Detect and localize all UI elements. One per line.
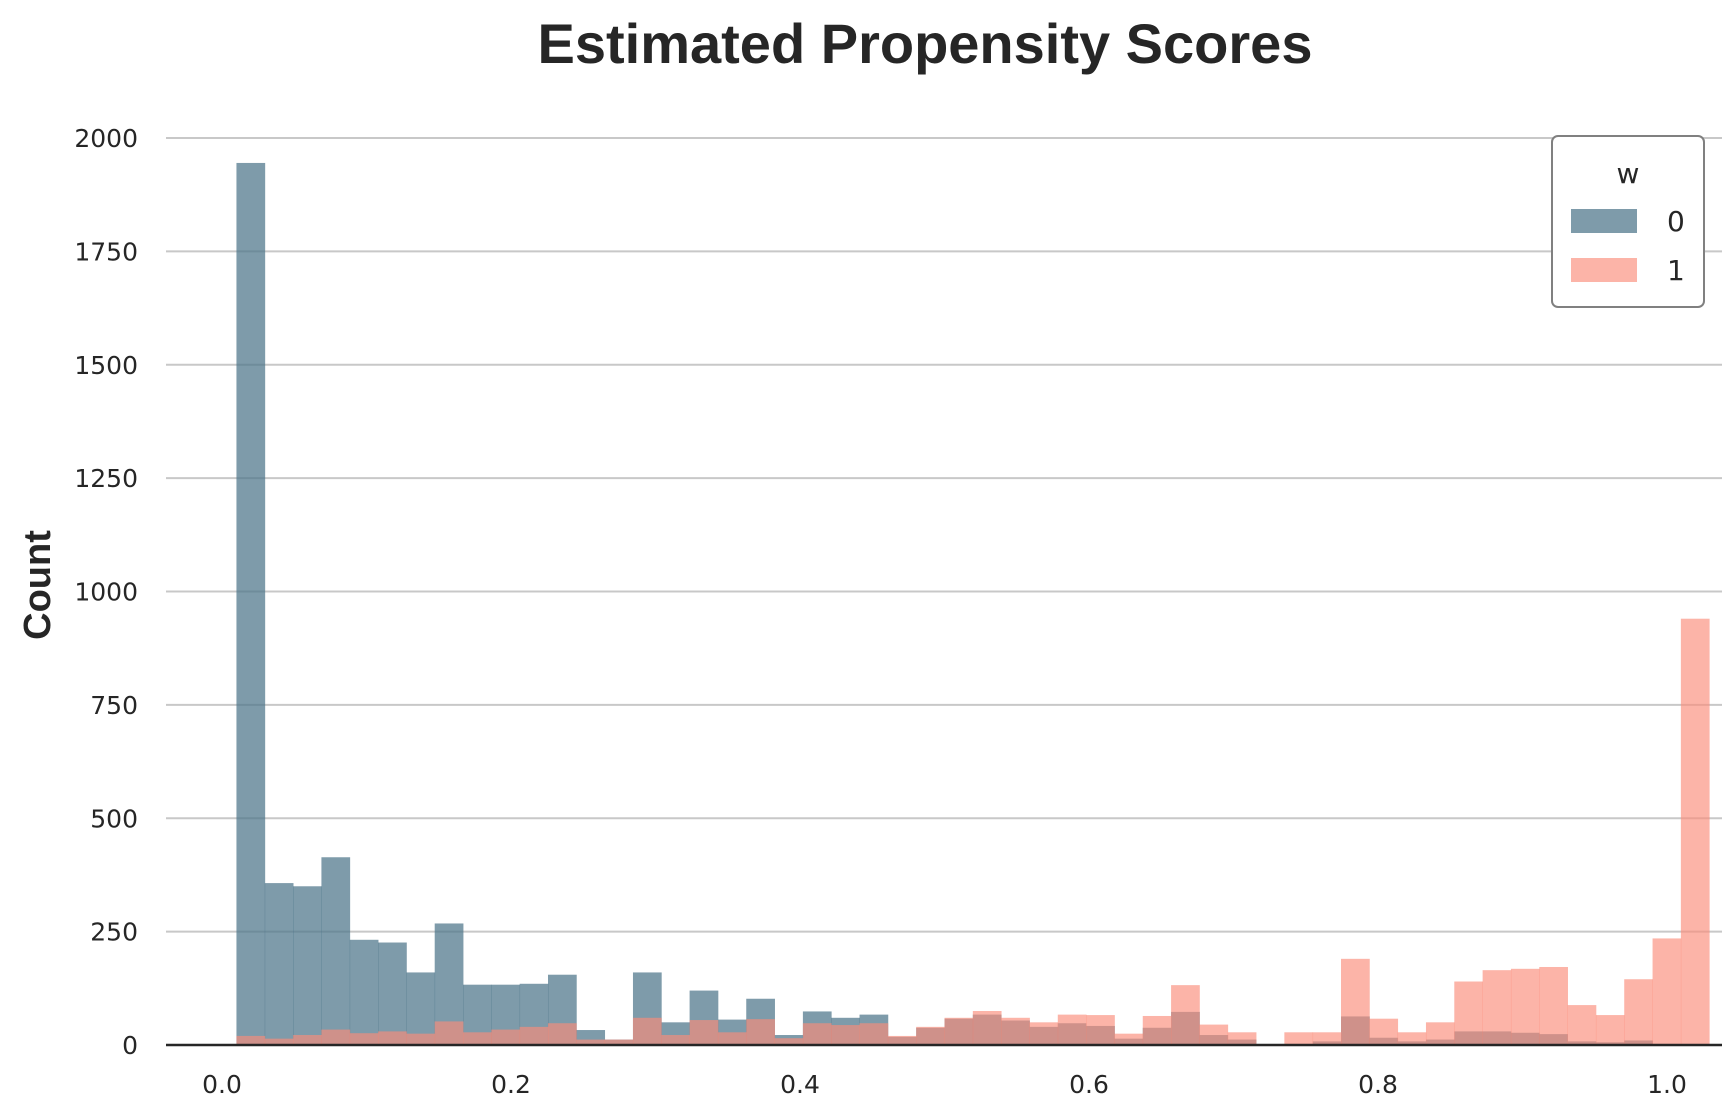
legend-swatch-0 bbox=[1571, 209, 1637, 233]
histogram-bar-series-1 bbox=[887, 1035, 917, 1045]
legend-title: w bbox=[1617, 157, 1640, 190]
y-tick-label: 2000 bbox=[74, 124, 138, 153]
histogram-bar-series-1 bbox=[406, 1033, 436, 1045]
histogram-bar-series-1 bbox=[1284, 1032, 1314, 1045]
histogram-bar-series-0 bbox=[293, 886, 322, 1045]
histogram-bar-series-1 bbox=[1652, 938, 1682, 1045]
y-tick-label: 500 bbox=[90, 804, 138, 833]
histogram-bar-series-1 bbox=[1454, 981, 1484, 1045]
histogram-bar-series-1 bbox=[1397, 1032, 1427, 1045]
y-tick-label: 750 bbox=[90, 691, 138, 720]
histogram-bar-series-1 bbox=[321, 1029, 351, 1045]
histogram-bar-series-1 bbox=[689, 1020, 719, 1045]
histogram-bar-series-1 bbox=[1482, 970, 1512, 1045]
chart-title: Estimated Propensity Scores bbox=[538, 12, 1313, 75]
histogram-bar-series-1 bbox=[774, 1038, 804, 1045]
histogram-bar-series-1 bbox=[1624, 979, 1653, 1045]
x-tick-label: 0.6 bbox=[1069, 1070, 1109, 1099]
histogram-bar-series-1 bbox=[378, 1031, 407, 1045]
histogram-bar-series-1 bbox=[1199, 1024, 1229, 1045]
histogram-bar-series-1 bbox=[1595, 1015, 1625, 1045]
x-tick-label: 1.0 bbox=[1647, 1070, 1687, 1099]
histogram-bar-series-1 bbox=[547, 1023, 577, 1045]
y-tick-label: 250 bbox=[90, 918, 138, 947]
histogram-bar-series-1 bbox=[236, 1035, 266, 1045]
histogram-bar-series-1 bbox=[1171, 985, 1200, 1045]
series-1-bars bbox=[236, 618, 1710, 1045]
histogram-bar-series-0 bbox=[236, 162, 266, 1045]
histogram-bar-series-1 bbox=[831, 1025, 860, 1045]
y-tick-label: 1500 bbox=[74, 351, 138, 380]
y-tick-label: 0 bbox=[122, 1031, 138, 1060]
y-tick-label: 1000 bbox=[74, 578, 138, 607]
histogram-bar-series-1 bbox=[1142, 1015, 1172, 1045]
y-gridlines bbox=[166, 137, 1722, 933]
histogram-bar-series-1 bbox=[859, 1023, 889, 1045]
y-axis-label: Count bbox=[17, 530, 59, 640]
histogram-bar-series-1 bbox=[264, 1038, 294, 1045]
histogram-bar-series-1 bbox=[1510, 968, 1540, 1045]
histogram-bar-series-1 bbox=[802, 1023, 832, 1045]
histogram-bar-series-1 bbox=[1425, 1022, 1455, 1045]
histogram-bar-series-1 bbox=[1057, 1014, 1087, 1045]
histogram-bar-series-0 bbox=[406, 972, 436, 1045]
histogram-bar-series-1 bbox=[604, 1039, 634, 1045]
histogram-bar-series-0 bbox=[264, 883, 294, 1045]
histogram-bar-series-0 bbox=[321, 857, 351, 1045]
x-tick-label: 0.2 bbox=[491, 1070, 531, 1099]
histogram-bar-series-1 bbox=[972, 1010, 1002, 1045]
histogram-bar-series-1 bbox=[349, 1033, 379, 1045]
histogram-bar-series-1 bbox=[1029, 1022, 1059, 1045]
histogram-bar-series-1 bbox=[746, 1019, 775, 1045]
histogram-bar-series-1 bbox=[1680, 618, 1710, 1045]
histogram-bar-series-1 bbox=[944, 1017, 974, 1045]
x-tick-labels: 0.0 0.2 0.4 0.6 0.8 1.0 bbox=[202, 1070, 1687, 1099]
histogram-bar-series-1 bbox=[1539, 966, 1568, 1045]
histogram-bar-series-1 bbox=[1312, 1032, 1342, 1045]
y-tick-labels: 0 250 500 750 1000 1250 1500 1750 2000 bbox=[74, 124, 138, 1060]
histogram-bar-series-1 bbox=[519, 1026, 549, 1045]
x-tick-label: 0.4 bbox=[780, 1070, 820, 1099]
legend-label-1: 1 bbox=[1667, 254, 1685, 287]
x-tick-label: 0.8 bbox=[1358, 1070, 1398, 1099]
histogram-bar-series-1 bbox=[463, 1032, 492, 1045]
legend-label-0: 0 bbox=[1667, 205, 1685, 238]
histogram-bar-series-1 bbox=[1567, 1005, 1597, 1045]
histogram-bar-series-1 bbox=[1086, 1015, 1115, 1045]
legend: w 0 1 bbox=[1551, 135, 1705, 308]
histogram-bar-series-1 bbox=[1369, 1018, 1399, 1045]
histogram-bar-series-1 bbox=[491, 1029, 521, 1045]
histogram-bar-series-1 bbox=[1114, 1033, 1144, 1045]
histogram-bar-series-1 bbox=[576, 1039, 606, 1045]
x-tick-label: 0.0 bbox=[202, 1070, 242, 1099]
histogram-bar-series-1 bbox=[717, 1032, 747, 1045]
histogram-bar-series-1 bbox=[434, 1021, 464, 1045]
histogram-bar-series-1 bbox=[293, 1035, 322, 1045]
series-0-bars bbox=[236, 162, 1653, 1045]
histogram-bar-series-1 bbox=[632, 1017, 662, 1045]
legend-swatch-1 bbox=[1571, 258, 1637, 282]
histogram-bar-series-1 bbox=[1227, 1032, 1257, 1045]
histogram-bar-series-0 bbox=[378, 942, 407, 1045]
y-tick-label: 1250 bbox=[74, 464, 138, 493]
histogram-bar-series-1 bbox=[916, 1026, 945, 1045]
histogram-bar-series-1 bbox=[1341, 958, 1370, 1045]
histogram-bar-series-1 bbox=[661, 1035, 691, 1045]
y-tick-label: 1750 bbox=[74, 237, 138, 266]
histogram-bar-series-1 bbox=[1001, 1017, 1030, 1045]
histogram-bar-series-0 bbox=[349, 939, 379, 1045]
